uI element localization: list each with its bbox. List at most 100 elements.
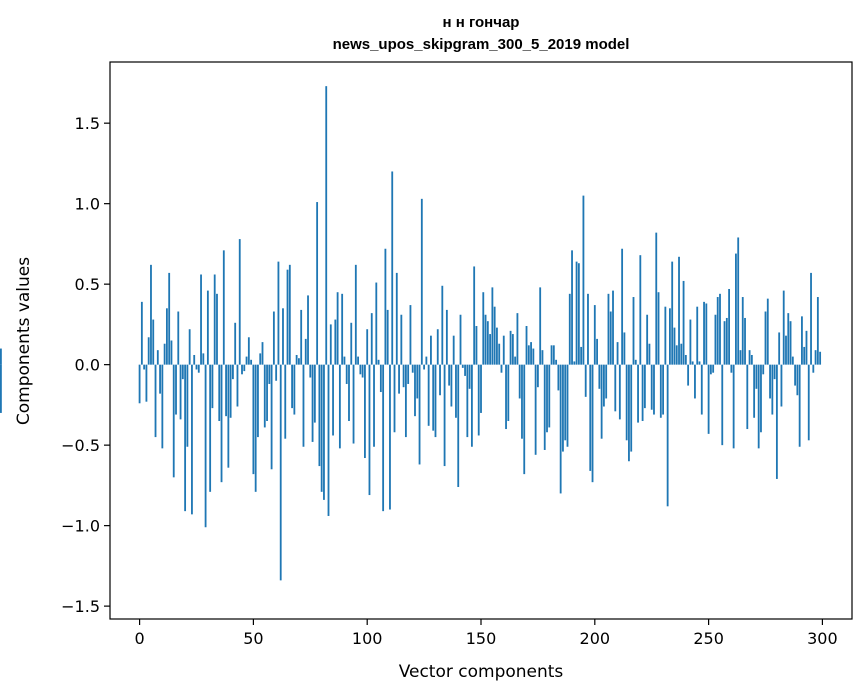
bar [630, 364, 633, 452]
bar [805, 330, 808, 365]
bar [320, 364, 323, 492]
bar [468, 364, 471, 389]
plot-frame [109, 61, 853, 620]
bar [195, 364, 198, 370]
bar [634, 359, 637, 365]
bar [787, 313, 790, 365]
bar [227, 364, 230, 468]
y-axis-ticks: −1.5 −1.0 −0.5 0.0 0.5 1.0 1.5 [61, 114, 110, 616]
bar [810, 272, 812, 365]
bar [318, 364, 321, 467]
bar [507, 364, 510, 421]
bar [598, 364, 601, 389]
bar [755, 364, 758, 389]
bar [384, 248, 387, 365]
bar [250, 359, 253, 365]
bar [523, 364, 526, 475]
bar [511, 334, 514, 365]
bar [420, 198, 423, 365]
x-axis-label: Vector components [399, 662, 564, 682]
bars-group [0, 86, 822, 581]
bar [496, 327, 498, 365]
bar [769, 364, 771, 399]
bar [295, 354, 298, 365]
y-tick-label: 0.5 [75, 275, 100, 294]
bar [577, 263, 580, 365]
bar [737, 237, 740, 365]
bar [541, 350, 544, 365]
bar [311, 364, 314, 442]
bar [284, 364, 287, 439]
bar [623, 332, 626, 365]
bar [352, 364, 355, 444]
bar [377, 359, 380, 365]
bar [247, 337, 250, 365]
bar [457, 364, 460, 487]
bar [721, 364, 724, 446]
bar [425, 356, 428, 365]
bar [798, 364, 801, 447]
bar [241, 364, 243, 375]
bar [753, 364, 756, 418]
bar [327, 364, 330, 516]
bar [288, 264, 291, 365]
bar [571, 250, 573, 365]
bar [525, 326, 528, 365]
bar [694, 364, 696, 399]
bar [341, 293, 344, 365]
bar [637, 364, 639, 423]
bar [775, 364, 778, 479]
bar [279, 364, 282, 581]
bar [165, 308, 168, 365]
bar [687, 364, 690, 386]
bar [466, 364, 469, 438]
bar [550, 345, 553, 365]
bar [803, 346, 806, 365]
bar [814, 350, 817, 365]
bar [145, 364, 148, 402]
bar [639, 255, 642, 365]
bar [286, 269, 289, 365]
bar [650, 364, 653, 410]
bar [539, 287, 542, 365]
bar [302, 364, 305, 447]
bar [564, 364, 567, 441]
y-tick-label: 0.0 [75, 356, 100, 375]
bar [216, 293, 218, 365]
bar [671, 261, 674, 365]
bar [789, 321, 792, 365]
bar [562, 364, 564, 452]
bar [266, 364, 268, 421]
bar [657, 292, 660, 365]
bar [566, 364, 569, 447]
bar [735, 253, 737, 365]
bar [609, 311, 612, 365]
bar [393, 364, 396, 433]
bar [486, 321, 489, 365]
bar [762, 364, 765, 375]
bar [725, 317, 728, 365]
bar [307, 295, 309, 365]
bar [812, 364, 815, 373]
bar [382, 364, 385, 512]
bar [605, 364, 608, 399]
bar [591, 364, 594, 483]
bar [213, 274, 216, 365]
y-tick-label: 1.0 [75, 195, 100, 214]
bar [200, 274, 202, 365]
bar [152, 319, 155, 365]
bar [391, 171, 394, 365]
bar [434, 364, 437, 438]
bar [184, 364, 187, 512]
bar [202, 353, 205, 365]
bar [691, 361, 694, 365]
bar [338, 364, 341, 449]
bar [575, 261, 578, 365]
bar [532, 348, 535, 365]
bar [712, 364, 715, 373]
x-tick-label: 0 [134, 629, 144, 648]
bar [238, 239, 241, 365]
bar [816, 297, 819, 365]
bar [518, 364, 521, 399]
bar [350, 322, 353, 365]
